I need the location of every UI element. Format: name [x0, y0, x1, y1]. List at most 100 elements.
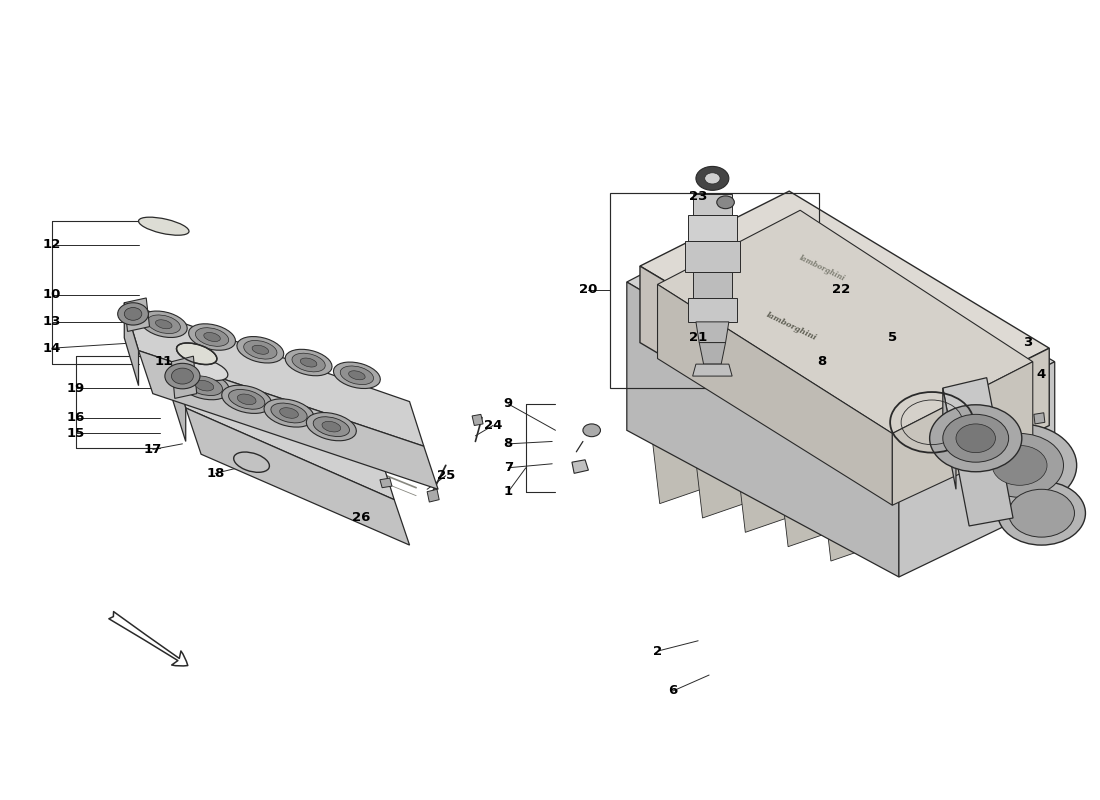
Ellipse shape — [236, 337, 284, 363]
Polygon shape — [689, 298, 737, 322]
Polygon shape — [693, 364, 733, 376]
Circle shape — [943, 414, 1009, 462]
Circle shape — [962, 424, 1077, 507]
Text: 9: 9 — [504, 398, 513, 410]
Polygon shape — [822, 471, 872, 561]
Circle shape — [976, 434, 1064, 498]
Ellipse shape — [285, 350, 332, 376]
Circle shape — [124, 307, 142, 320]
Text: 14: 14 — [43, 342, 60, 354]
Polygon shape — [899, 362, 1055, 577]
Text: 4: 4 — [1037, 368, 1046, 381]
Circle shape — [998, 482, 1086, 545]
Ellipse shape — [204, 333, 220, 342]
Polygon shape — [172, 362, 394, 500]
Ellipse shape — [229, 390, 265, 410]
Polygon shape — [956, 448, 1013, 526]
Polygon shape — [379, 478, 392, 488]
Polygon shape — [172, 362, 186, 442]
Polygon shape — [124, 302, 139, 386]
Text: 15: 15 — [67, 427, 85, 440]
Ellipse shape — [252, 346, 268, 354]
Polygon shape — [124, 298, 150, 331]
Text: 11: 11 — [155, 355, 173, 368]
Text: 25: 25 — [437, 470, 455, 482]
Ellipse shape — [300, 358, 317, 367]
Ellipse shape — [155, 320, 172, 329]
Polygon shape — [186, 408, 409, 545]
Ellipse shape — [244, 341, 277, 359]
Polygon shape — [901, 348, 1049, 498]
Polygon shape — [172, 356, 197, 398]
Ellipse shape — [264, 399, 314, 427]
Ellipse shape — [238, 394, 256, 405]
Polygon shape — [892, 362, 1033, 506]
Ellipse shape — [322, 422, 341, 432]
Polygon shape — [696, 322, 729, 342]
Text: 3: 3 — [1023, 336, 1032, 349]
Text: 13: 13 — [43, 315, 60, 328]
Ellipse shape — [147, 315, 180, 334]
Ellipse shape — [188, 324, 235, 350]
Ellipse shape — [195, 380, 213, 391]
Text: 19: 19 — [67, 382, 85, 394]
Circle shape — [1009, 490, 1075, 537]
Text: 7: 7 — [504, 462, 513, 474]
Polygon shape — [124, 302, 424, 446]
Circle shape — [930, 405, 1022, 472]
Ellipse shape — [340, 366, 374, 385]
Text: lamborghini: lamborghini — [798, 254, 846, 283]
Circle shape — [118, 302, 148, 325]
Polygon shape — [685, 241, 740, 273]
Text: 17: 17 — [144, 443, 162, 456]
Ellipse shape — [306, 413, 356, 441]
Text: 8: 8 — [817, 355, 827, 368]
Polygon shape — [472, 414, 483, 426]
Ellipse shape — [271, 403, 307, 423]
Polygon shape — [627, 202, 1055, 442]
Ellipse shape — [222, 386, 272, 414]
Polygon shape — [427, 490, 439, 502]
Polygon shape — [658, 285, 892, 506]
Polygon shape — [689, 215, 737, 241]
Polygon shape — [658, 210, 1033, 434]
Polygon shape — [694, 428, 745, 518]
Ellipse shape — [176, 343, 217, 365]
Text: 23: 23 — [689, 190, 707, 203]
Circle shape — [992, 446, 1047, 486]
Text: 5: 5 — [888, 331, 896, 344]
Text: 16: 16 — [67, 411, 85, 424]
Ellipse shape — [314, 417, 350, 437]
Bar — [610, 193, 818, 388]
Polygon shape — [943, 388, 956, 490]
Polygon shape — [779, 457, 829, 546]
Polygon shape — [700, 342, 726, 364]
Text: 1: 1 — [504, 485, 513, 498]
Polygon shape — [693, 194, 733, 215]
Text: 24: 24 — [484, 419, 502, 432]
Ellipse shape — [187, 359, 228, 381]
Ellipse shape — [333, 362, 381, 389]
Circle shape — [705, 173, 720, 184]
Text: 26: 26 — [352, 511, 371, 525]
Text: 12: 12 — [43, 238, 60, 251]
Circle shape — [696, 166, 729, 190]
Text: 20: 20 — [580, 283, 597, 297]
Polygon shape — [943, 378, 1000, 458]
Ellipse shape — [196, 328, 229, 346]
Ellipse shape — [186, 376, 222, 395]
Ellipse shape — [141, 311, 187, 338]
Circle shape — [172, 368, 194, 384]
Ellipse shape — [349, 370, 365, 380]
Circle shape — [956, 424, 996, 453]
Circle shape — [165, 363, 200, 389]
Ellipse shape — [292, 354, 326, 372]
Polygon shape — [640, 266, 901, 498]
Text: 22: 22 — [832, 283, 850, 297]
Polygon shape — [693, 273, 733, 298]
Polygon shape — [737, 442, 786, 532]
Polygon shape — [572, 460, 588, 474]
Ellipse shape — [179, 371, 230, 400]
Ellipse shape — [139, 217, 189, 235]
Text: lamborghini: lamborghini — [764, 311, 818, 342]
